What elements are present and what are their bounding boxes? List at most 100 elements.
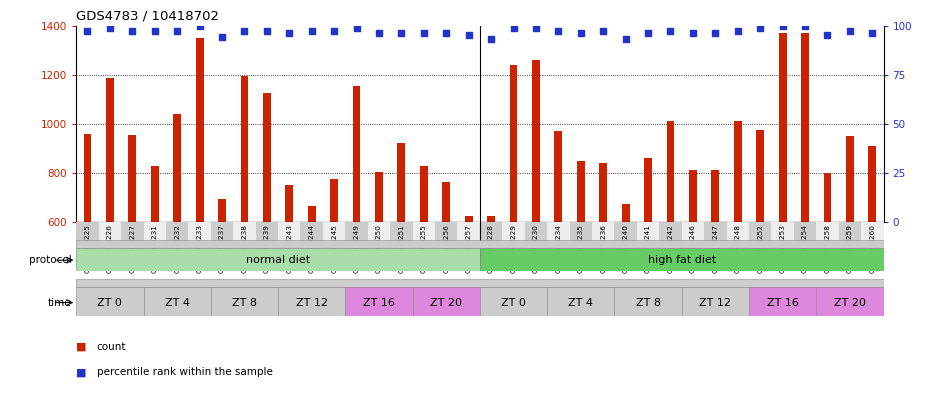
Point bbox=[663, 28, 678, 35]
Point bbox=[798, 22, 813, 29]
Bar bbox=[76, 248, 480, 271]
Bar bbox=[794, 222, 817, 267]
Text: ZT 16: ZT 16 bbox=[363, 298, 395, 308]
Bar bbox=[195, 38, 204, 369]
Bar bbox=[682, 222, 704, 267]
Text: GSM1263256: GSM1263256 bbox=[444, 224, 449, 273]
Text: GSM1263249: GSM1263249 bbox=[353, 224, 360, 273]
Point bbox=[439, 30, 454, 37]
Text: GSM1263257: GSM1263257 bbox=[466, 224, 472, 273]
Bar bbox=[824, 173, 831, 369]
Bar bbox=[128, 135, 136, 369]
Bar bbox=[143, 287, 211, 316]
Bar bbox=[278, 222, 300, 267]
Text: ZT 20: ZT 20 bbox=[431, 298, 462, 308]
Bar bbox=[143, 222, 166, 267]
Bar bbox=[219, 199, 226, 369]
Text: ■: ■ bbox=[76, 367, 86, 377]
Bar bbox=[480, 248, 884, 271]
Bar bbox=[487, 216, 495, 369]
Text: GSM1263246: GSM1263246 bbox=[690, 224, 696, 273]
Text: GSM1263247: GSM1263247 bbox=[712, 224, 718, 273]
Bar bbox=[839, 222, 861, 267]
Bar bbox=[76, 287, 143, 316]
Text: GSM1263230: GSM1263230 bbox=[533, 224, 539, 273]
Text: GSM1263250: GSM1263250 bbox=[376, 224, 382, 273]
Text: GSM1263244: GSM1263244 bbox=[309, 224, 314, 273]
Bar bbox=[211, 222, 233, 267]
Point bbox=[237, 28, 252, 35]
Text: GSM1263239: GSM1263239 bbox=[264, 224, 270, 273]
Bar bbox=[465, 216, 472, 369]
Text: GSM1263242: GSM1263242 bbox=[668, 224, 673, 273]
Text: ZT 4: ZT 4 bbox=[165, 298, 190, 308]
Bar bbox=[413, 287, 480, 316]
Bar bbox=[76, 222, 99, 267]
Bar bbox=[778, 33, 787, 369]
Bar bbox=[323, 222, 345, 267]
Text: GSM1263226: GSM1263226 bbox=[107, 224, 113, 273]
Bar bbox=[554, 131, 563, 369]
Point bbox=[573, 30, 588, 37]
Bar bbox=[637, 222, 659, 267]
Bar bbox=[420, 165, 428, 369]
Point bbox=[147, 28, 162, 35]
Bar bbox=[682, 287, 749, 316]
Point bbox=[596, 28, 611, 35]
Bar bbox=[659, 222, 682, 267]
Text: GSM1263259: GSM1263259 bbox=[847, 224, 853, 273]
Point bbox=[282, 30, 297, 37]
Bar bbox=[801, 33, 809, 369]
Bar bbox=[151, 165, 159, 369]
Bar bbox=[345, 222, 367, 267]
Text: GSM1263232: GSM1263232 bbox=[174, 224, 180, 273]
Text: GSM1263248: GSM1263248 bbox=[735, 224, 741, 273]
Bar bbox=[569, 222, 592, 267]
Bar bbox=[599, 163, 607, 369]
Point bbox=[394, 30, 409, 37]
Bar bbox=[391, 222, 413, 267]
Point bbox=[685, 30, 700, 37]
Bar bbox=[458, 222, 480, 267]
Point bbox=[618, 36, 633, 42]
Bar bbox=[644, 158, 652, 369]
Text: GSM1263255: GSM1263255 bbox=[420, 224, 427, 273]
Point bbox=[80, 28, 95, 35]
Text: GSM1263234: GSM1263234 bbox=[555, 224, 562, 273]
Bar bbox=[726, 222, 749, 267]
Bar bbox=[99, 222, 121, 267]
Bar bbox=[525, 222, 547, 267]
Text: ZT 12: ZT 12 bbox=[699, 298, 731, 308]
Bar bbox=[510, 65, 517, 369]
Text: GSM1263227: GSM1263227 bbox=[129, 224, 136, 273]
Bar bbox=[532, 60, 539, 369]
Bar bbox=[166, 222, 189, 267]
Bar bbox=[121, 222, 143, 267]
Text: GSM1263235: GSM1263235 bbox=[578, 224, 584, 273]
Point bbox=[528, 24, 543, 31]
Bar bbox=[711, 171, 719, 369]
Bar bbox=[352, 86, 361, 369]
Text: GSM1263260: GSM1263260 bbox=[870, 224, 875, 273]
Bar bbox=[480, 222, 502, 267]
Bar bbox=[375, 172, 383, 369]
Point bbox=[820, 32, 835, 39]
Point bbox=[259, 28, 274, 35]
Bar bbox=[233, 222, 256, 267]
Text: GSM1263254: GSM1263254 bbox=[802, 224, 808, 273]
Point bbox=[752, 24, 767, 31]
Bar bbox=[300, 222, 323, 267]
Bar bbox=[189, 222, 211, 267]
Point bbox=[551, 28, 565, 35]
Bar bbox=[667, 121, 674, 369]
Bar bbox=[615, 287, 682, 316]
Bar bbox=[76, 279, 884, 287]
Bar bbox=[84, 134, 91, 369]
Text: ZT 0: ZT 0 bbox=[501, 298, 526, 308]
Point bbox=[326, 28, 341, 35]
Point bbox=[169, 28, 184, 35]
Text: GSM1263237: GSM1263237 bbox=[219, 224, 225, 273]
Bar bbox=[689, 171, 697, 369]
Bar bbox=[734, 121, 741, 369]
Text: percentile rank within the sample: percentile rank within the sample bbox=[97, 367, 272, 377]
